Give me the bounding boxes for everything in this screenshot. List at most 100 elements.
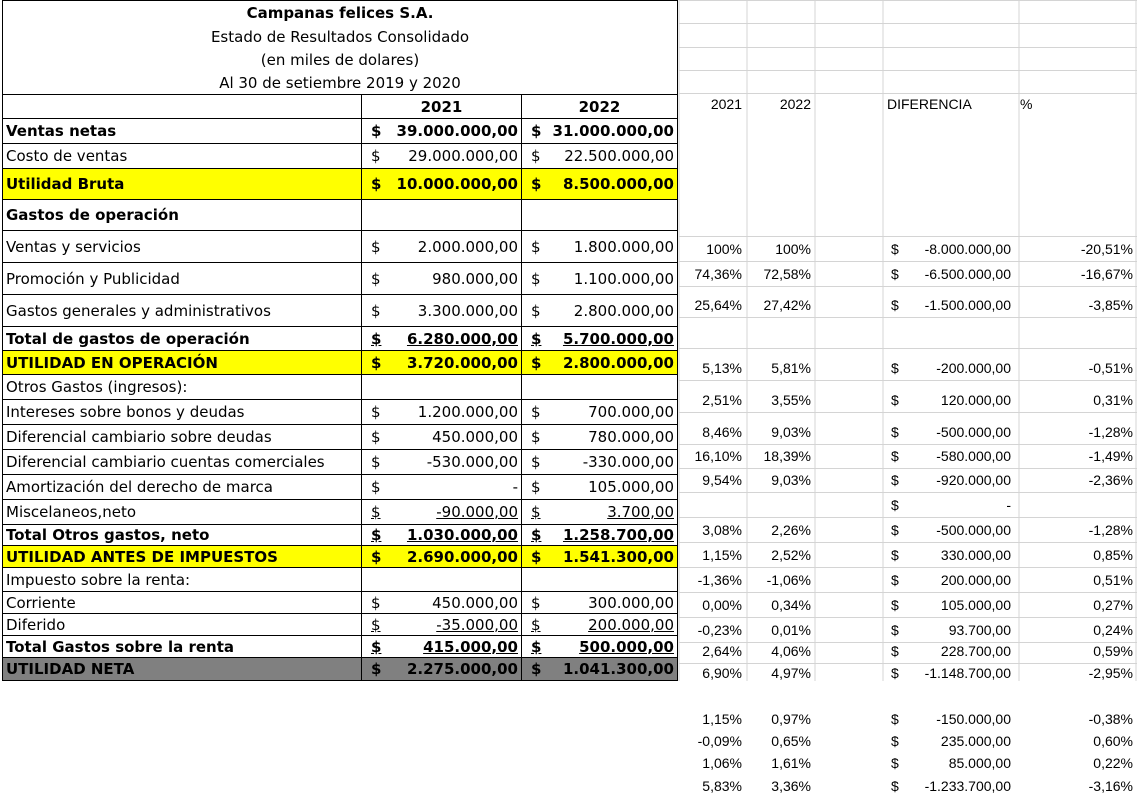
statement-row: Otros Gastos (ingresos): xyxy=(2,374,678,400)
difference-currency: $ xyxy=(891,778,899,794)
difference-currency: $ xyxy=(891,755,899,771)
currency-symbol: $ xyxy=(371,237,381,256)
currency-symbol: $ xyxy=(531,175,542,193)
vertical-pct-2022: 4,97% xyxy=(771,665,811,681)
currency-symbol: $ xyxy=(531,503,541,521)
statement-row: Utilidad Bruta $10.000.000,00 $8.500.000,0… xyxy=(2,168,678,200)
amount-value: 500.000,00 xyxy=(579,637,674,656)
amount-value: 2.800.000,00 xyxy=(562,353,674,372)
currency-symbol: $ xyxy=(371,547,382,566)
amount-cell-2022 xyxy=(521,199,678,231)
vertical-pct-2022: 27,42% xyxy=(763,297,811,313)
statement-row: Intereses sobre bonos y deudas $1.200.000… xyxy=(2,399,678,425)
currency-symbol: $ xyxy=(531,301,541,320)
vertical-pct-2021: 2,51% xyxy=(702,392,742,408)
amount-cell-2022 xyxy=(521,374,678,400)
amount-value: -330.000,00 xyxy=(582,453,674,471)
period-label: Al 30 de setiembre 2019 y 2020 xyxy=(2,71,678,95)
currency-symbol: $ xyxy=(371,428,381,446)
vertical-pct-2022: -1,06% xyxy=(766,572,811,588)
statement-row: Gastos generales y administrativos $3.300… xyxy=(2,294,678,327)
row-label: Diferencial cambiario cuentas comerciale… xyxy=(2,449,362,475)
amount-cell-2022: $8.500.000,00 xyxy=(521,168,678,200)
difference-value: -500.000,00 xyxy=(936,424,1011,440)
amount-value: 22.500.000,00 xyxy=(564,147,674,165)
currency-symbol: $ xyxy=(371,637,382,656)
amount-cell-2022: $22.500.000,00 xyxy=(521,143,678,169)
currency-symbol: $ xyxy=(531,403,541,421)
vertical-pct-2022: 3,55% xyxy=(771,392,811,408)
units-note: (en miles de dolares) xyxy=(2,48,678,71)
amount-value: 980.000,00 xyxy=(432,269,518,288)
amount-value: 1.041.300,00 xyxy=(562,660,674,678)
row-label: UTILIDAD NETA xyxy=(2,657,362,681)
amount-value: 1.030.000,00 xyxy=(406,526,518,544)
statement-row: Diferido $ -35.000,00 $200.000,00 xyxy=(2,613,678,636)
currency-symbol: $ xyxy=(531,329,542,348)
amount-cell-2021: $ - xyxy=(361,474,522,500)
amount-value: 700.000,00 xyxy=(588,403,674,421)
amount-cell-2022: $31.000.000,00 xyxy=(521,118,678,144)
currency-symbol: $ xyxy=(531,122,542,140)
difference-currency: $ xyxy=(891,472,899,488)
difference-value: -1.233.700,00 xyxy=(924,778,1011,794)
currency-symbol: $ xyxy=(371,301,381,320)
row-label: Diferido xyxy=(2,613,362,636)
amount-value: 8.500.000,00 xyxy=(562,175,674,193)
statement-row: Ventas y servicios $2.000.000,00 $1.800.00… xyxy=(2,230,678,263)
difference-percent: 0,22% xyxy=(1093,755,1133,771)
currency-symbol: $ xyxy=(371,403,381,421)
difference-percent: -2,95% xyxy=(1088,665,1133,681)
row-label: Ventas netas xyxy=(2,118,362,144)
amount-cell-2021: $1.030.000,00 xyxy=(361,524,522,546)
amount-value: 3.700,00 xyxy=(607,503,674,521)
statement-row: Total Gastos sobre la renta $415.000,00 $5… xyxy=(2,635,678,658)
amount-value: -35.000,00 xyxy=(436,615,518,634)
difference-percent: -20,51% xyxy=(1080,241,1133,257)
vertical-pct-2021: -1,36% xyxy=(697,572,742,588)
difference-value: -920.000,00 xyxy=(936,472,1011,488)
statement-row: UTILIDAD ANTES DE IMPUESTOS $2.690.000,00… xyxy=(2,545,678,568)
difference-currency: $ xyxy=(891,448,899,464)
row-label: UTILIDAD EN OPERACIÓN xyxy=(2,350,362,375)
row-label: Costo de ventas xyxy=(2,143,362,169)
vertical-pct-2022: 4,06% xyxy=(771,643,811,659)
difference-currency: $ xyxy=(891,522,899,538)
vertical-pct-2022: 0,01% xyxy=(771,622,811,638)
statement-row: Corriente $450.000,00 $300.000,00 xyxy=(2,591,678,614)
difference-currency: $ xyxy=(891,665,899,681)
amount-value: 2.000.000,00 xyxy=(417,237,518,256)
amount-cell-2022: $1.800.000,00 xyxy=(521,230,678,263)
row-label: Total Otros gastos, neto xyxy=(2,524,362,546)
amount-cell-2021: $3.300.000,00 xyxy=(361,294,522,327)
amount-cell-2022: $300.000,00 xyxy=(521,591,678,614)
currency-symbol: $ xyxy=(531,453,541,471)
amount-value: 31.000.000,00 xyxy=(552,122,674,140)
statement-row: Miscelaneos,neto $ -90.000,00 $3.700,00 xyxy=(2,499,678,525)
difference-value: -200.000,00 xyxy=(936,360,1011,376)
difference-value: 330.000,00 xyxy=(940,547,1011,563)
difference-percent: 0,27% xyxy=(1093,597,1133,613)
amount-value: 105.000,00 xyxy=(588,478,674,496)
amount-value: 200.000,00 xyxy=(588,615,674,634)
amount-value: 300.000,00 xyxy=(588,593,674,612)
amount-cell-2021: $ -530.000,00 xyxy=(361,449,522,475)
statement-row: UTILIDAD NETA $2.275.000,00 $1.041.300,00 xyxy=(2,657,678,681)
amount-value: 2.275.000,00 xyxy=(406,660,518,678)
row-label: UTILIDAD ANTES DE IMPUESTOS xyxy=(2,545,362,568)
difference-currency: $ xyxy=(891,241,899,257)
vertical-pct-2021: 5,13% xyxy=(702,360,742,376)
amount-value: 39.000.000,00 xyxy=(396,122,518,140)
amount-cell-2021 xyxy=(361,199,522,231)
currency-symbol: $ xyxy=(371,478,381,496)
vertical-pct-2022: 2,26% xyxy=(771,522,811,538)
amount-cell-2022: $500.000,00 xyxy=(521,635,678,658)
company-name: Campanas felices S.A. xyxy=(2,0,678,25)
difference-value: -1.148.700,00 xyxy=(924,665,1011,681)
currency-symbol: $ xyxy=(531,428,541,446)
amount-cell-2021 xyxy=(361,567,522,592)
amount-cell-2022: $780.000,00 xyxy=(521,424,678,450)
vertical-analysis-header-2021: 2021 xyxy=(710,96,742,112)
amount-cell-2022: $200.000,00 xyxy=(521,613,678,636)
currency-symbol: $ xyxy=(371,660,382,678)
